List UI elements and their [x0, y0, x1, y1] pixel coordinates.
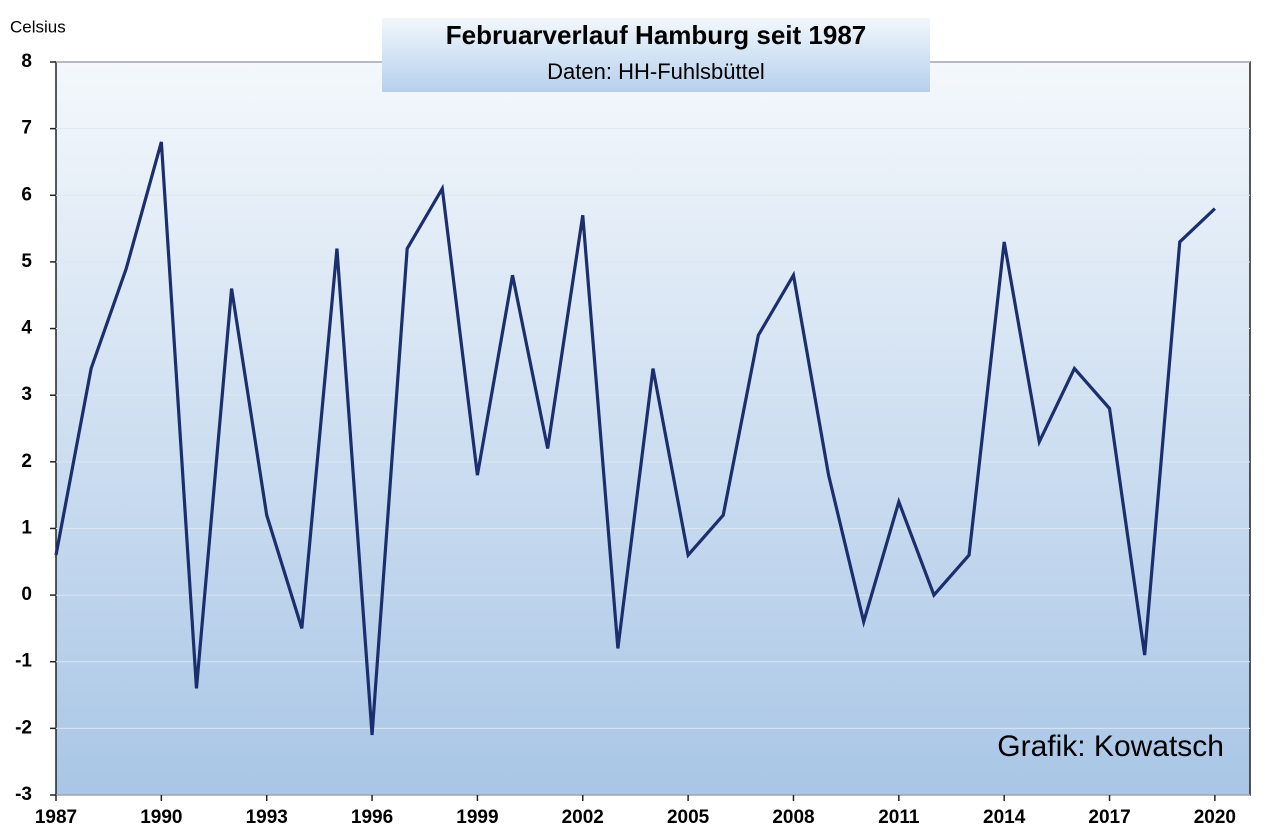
x-tick-label: 2017: [1088, 807, 1130, 828]
y-tick-label: 8: [21, 51, 32, 72]
x-tick-label: 2011: [878, 807, 920, 828]
y-tick-label: -3: [15, 784, 32, 805]
y-tick-label: 1: [21, 517, 32, 538]
grid: [50, 61, 1250, 801]
x-tick-label: 2014: [983, 807, 1026, 828]
x-tick-label: 2005: [667, 807, 710, 828]
plot-area: [55, 61, 1251, 796]
x-tick-label: 1993: [246, 807, 288, 828]
y-tick-label: 7: [21, 118, 32, 139]
y-axis-label: Celsius: [10, 17, 66, 36]
data-line: [54, 141, 1216, 736]
x-tick-label: 1996: [351, 807, 393, 828]
y-tick-label: 6: [21, 184, 32, 205]
y-tick-label: -2: [15, 717, 32, 738]
x-tick-label: 1990: [140, 807, 182, 828]
y-tick-label: 5: [21, 251, 32, 272]
y-tick-label: 2: [21, 451, 32, 472]
x-tick-label: 2008: [772, 807, 814, 828]
chart-subtitle: Daten: HH-Fuhlsbüttel: [547, 59, 765, 84]
x-tick-label: 2020: [1194, 807, 1236, 828]
chart-title: Februarverlauf Hamburg seit 1987: [446, 20, 867, 50]
marks: [54, 141, 1216, 736]
y-tick-label: 4: [21, 318, 32, 339]
annotation: Grafik: Kowatsch: [997, 730, 1224, 763]
y-tick-label: 0: [21, 584, 32, 605]
title-box: [382, 18, 930, 92]
y-tick-label: -1: [15, 651, 32, 672]
x-tick-label: 2002: [562, 807, 604, 828]
y-tick-label: 3: [21, 384, 32, 405]
x-tick-label: 1999: [456, 807, 498, 828]
x-tick-label: 1987: [35, 807, 77, 828]
